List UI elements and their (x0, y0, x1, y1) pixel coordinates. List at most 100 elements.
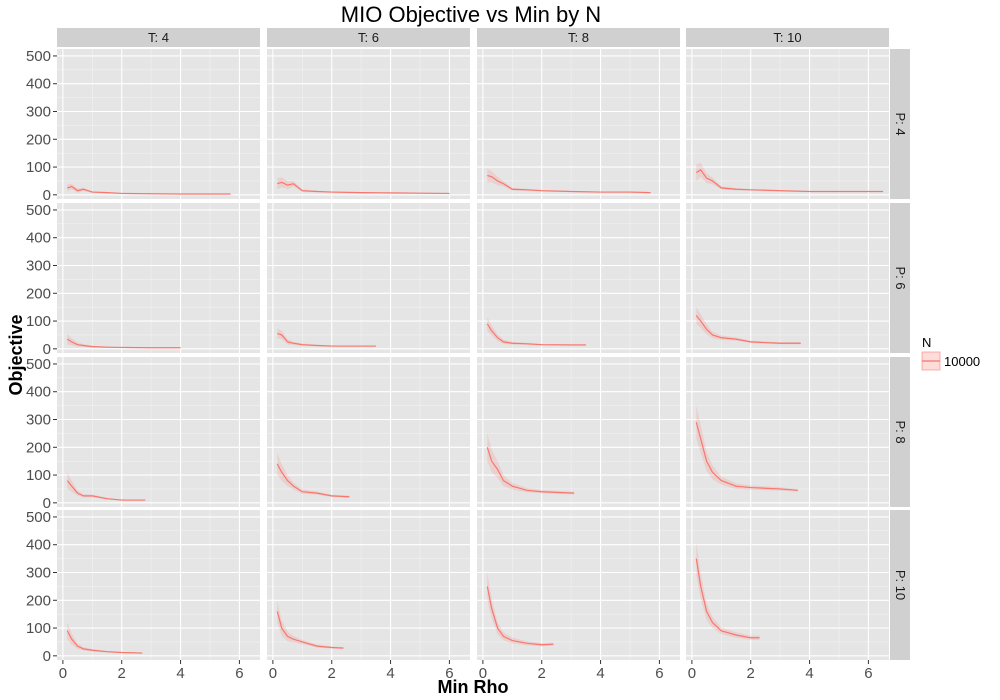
y-axis-title: Objective (6, 314, 26, 395)
x-tick-label: 4 (386, 665, 394, 682)
panel-background (57, 510, 260, 660)
facet-strip-col (267, 28, 470, 47)
y-tick-label: 300 (26, 412, 51, 429)
facet-panel (477, 357, 680, 507)
panel-background (477, 49, 680, 199)
legend: N 10000 (921, 335, 980, 371)
facet-row-label: P: 4 (893, 112, 908, 135)
y-tick-label: 500 (26, 356, 51, 373)
x-tick-label: 2 (538, 665, 546, 682)
series-line (695, 558, 760, 639)
legend-title: N (922, 335, 931, 350)
panel-background (477, 357, 680, 507)
panel-background (686, 357, 889, 507)
series-line (66, 480, 146, 501)
x-tick-label: 4 (596, 665, 604, 682)
panel-background (477, 510, 680, 660)
panel-background (686, 49, 889, 199)
y-tick-label: 400 (26, 76, 51, 93)
facet-panel (686, 203, 889, 353)
facet-strip-row (890, 49, 910, 199)
facet-col-label: T: 6 (358, 30, 379, 45)
y-tick-label: 100 (26, 313, 51, 330)
y-tick-label: 500 (26, 202, 51, 219)
facet-panel (57, 203, 260, 353)
x-tick-label: 2 (118, 665, 126, 682)
panel-background (267, 510, 470, 660)
x-tick-label: 0 (59, 665, 67, 682)
series-line (695, 315, 801, 344)
x-tick-label: 0 (269, 665, 277, 682)
y-tick-label: 0 (43, 341, 51, 358)
x-tick-label: 2 (328, 665, 336, 682)
chart-title: MIO Objective vs Min by N (341, 2, 601, 27)
facet-col-label: T: 10 (773, 30, 801, 45)
facet-panel (477, 510, 680, 660)
facet-strip-row (890, 357, 910, 507)
x-tick-label: 6 (864, 665, 872, 682)
facet-panel (477, 49, 680, 199)
panel-background (267, 49, 470, 199)
series-line (276, 611, 344, 649)
panel-background (57, 357, 260, 507)
y-tick-label: 400 (26, 230, 51, 247)
facet-panel (57, 510, 260, 660)
series-line (695, 422, 798, 491)
x-axis-title: Min Rho (438, 677, 509, 697)
facet-strip-col (477, 28, 680, 47)
y-tick-label: 100 (26, 467, 51, 484)
facet-strip-col (57, 28, 260, 47)
series-line (276, 463, 350, 498)
x-tick-label: 4 (805, 665, 813, 682)
facet-strip-row (890, 203, 910, 353)
y-tick-label: 0 (43, 187, 51, 204)
facet-panel (57, 49, 260, 199)
series-line (486, 447, 575, 494)
panel-background (686, 203, 889, 353)
facet-panel (267, 357, 470, 507)
y-tick-label: 300 (26, 565, 51, 582)
y-tick-label: 200 (26, 439, 51, 456)
y-tick-label: 0 (43, 648, 51, 665)
panel-background (57, 49, 260, 199)
panel-background (686, 510, 889, 660)
y-tick-label: 500 (26, 48, 51, 65)
panel-background (477, 203, 680, 353)
x-tick-label: 2 (747, 665, 755, 682)
facet-panel (57, 357, 260, 507)
panel-background (267, 203, 470, 353)
series-line (66, 630, 143, 654)
facet-strip-col (686, 28, 889, 47)
facet-col-label: T: 4 (148, 30, 169, 45)
x-tick-label: 0 (479, 665, 487, 682)
facet-panel (267, 510, 470, 660)
y-tick-label: 400 (26, 384, 51, 401)
series-line (277, 181, 450, 195)
confidence-ribbon (277, 600, 344, 650)
confidence-ribbon (277, 452, 350, 498)
facet-panel (477, 203, 680, 353)
y-tick-label: 500 (26, 509, 51, 526)
series-line (277, 332, 376, 347)
y-tick-label: 200 (26, 131, 51, 148)
x-tick-label: 0 (688, 665, 696, 682)
facet-panels: T: 4 T: 6 T: 8 T: 10P: 4P: 6P: 8P: 10010020… (26, 28, 910, 682)
panel-background (57, 203, 260, 353)
x-tick-label: 4 (176, 665, 184, 682)
facet-strip-row (890, 510, 910, 660)
series-line (695, 169, 884, 193)
panel-background (267, 357, 470, 507)
facet-row-label: P: 6 (893, 266, 908, 289)
facet-panel (686, 49, 889, 199)
y-tick-label: 400 (26, 537, 51, 554)
facet-panel (686, 510, 889, 660)
series-line (487, 174, 651, 194)
y-tick-label: 0 (43, 495, 51, 512)
y-tick-label: 200 (26, 285, 51, 302)
facet-row-label: P: 8 (893, 420, 908, 443)
series-line (486, 323, 586, 346)
series-line (66, 338, 181, 349)
series-line (67, 185, 231, 195)
x-tick-label: 6 (445, 665, 453, 682)
